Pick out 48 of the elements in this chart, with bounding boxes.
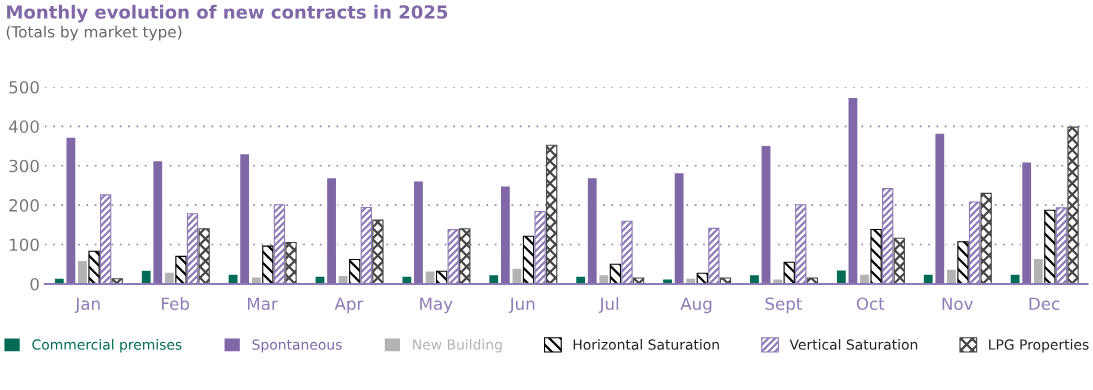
bar <box>546 144 558 284</box>
legend-label: Horizontal Saturation <box>573 339 719 350</box>
x-tick-label: Jun <box>508 297 535 314</box>
bar <box>175 255 187 284</box>
bar <box>1067 126 1079 284</box>
bar <box>632 277 645 284</box>
bar <box>957 241 969 284</box>
y-tick-label: 300 <box>9 159 39 173</box>
x-tick-label: Apr <box>334 297 364 314</box>
bar <box>1044 209 1056 284</box>
bar <box>88 250 100 284</box>
y-tick-label: 100 <box>9 238 39 252</box>
x-tick-label: Jul <box>598 297 619 314</box>
x-tick-label: May <box>420 297 453 314</box>
bar <box>198 228 210 284</box>
bar <box>459 228 471 284</box>
bar <box>111 278 123 284</box>
chart-title: Monthly evolution of new contracts in 2025 <box>7 4 448 23</box>
bar <box>262 245 274 284</box>
bar <box>285 242 297 284</box>
bar <box>609 263 622 284</box>
legend-label: LPG Properties <box>989 339 1089 353</box>
bar <box>372 219 384 284</box>
bar <box>806 277 819 284</box>
x-tick-label: Feb <box>162 297 189 311</box>
bar <box>349 258 361 284</box>
bar <box>783 261 795 284</box>
bar <box>893 237 905 284</box>
x-tick-label: Mar <box>247 297 278 311</box>
x-tick-label: Sept <box>765 297 802 314</box>
bar <box>522 235 535 284</box>
bar <box>980 192 992 284</box>
x-tick-label: Aug <box>680 297 712 314</box>
x-tick-label: Nov <box>942 297 973 311</box>
y-tick-label: 0 <box>30 277 39 291</box>
legend-label: Spontaneous <box>252 339 342 353</box>
y-tick-label: 500 <box>9 80 39 94</box>
x-tick-label: Jan <box>74 297 100 314</box>
legend-label: Vertical Saturation <box>789 339 918 350</box>
x-tick-label: Oct <box>856 297 885 311</box>
y-tick-label: 200 <box>9 199 39 212</box>
chart-subtitle: (Totals by market type) <box>6 25 182 41</box>
bar <box>870 229 882 284</box>
y-tick-label: 400 <box>8 120 39 133</box>
legend-label: Commercial premises <box>32 339 182 353</box>
bar <box>719 277 732 284</box>
x-tick-label: Dec <box>1029 297 1060 311</box>
legend-label: New Building <box>413 339 502 353</box>
